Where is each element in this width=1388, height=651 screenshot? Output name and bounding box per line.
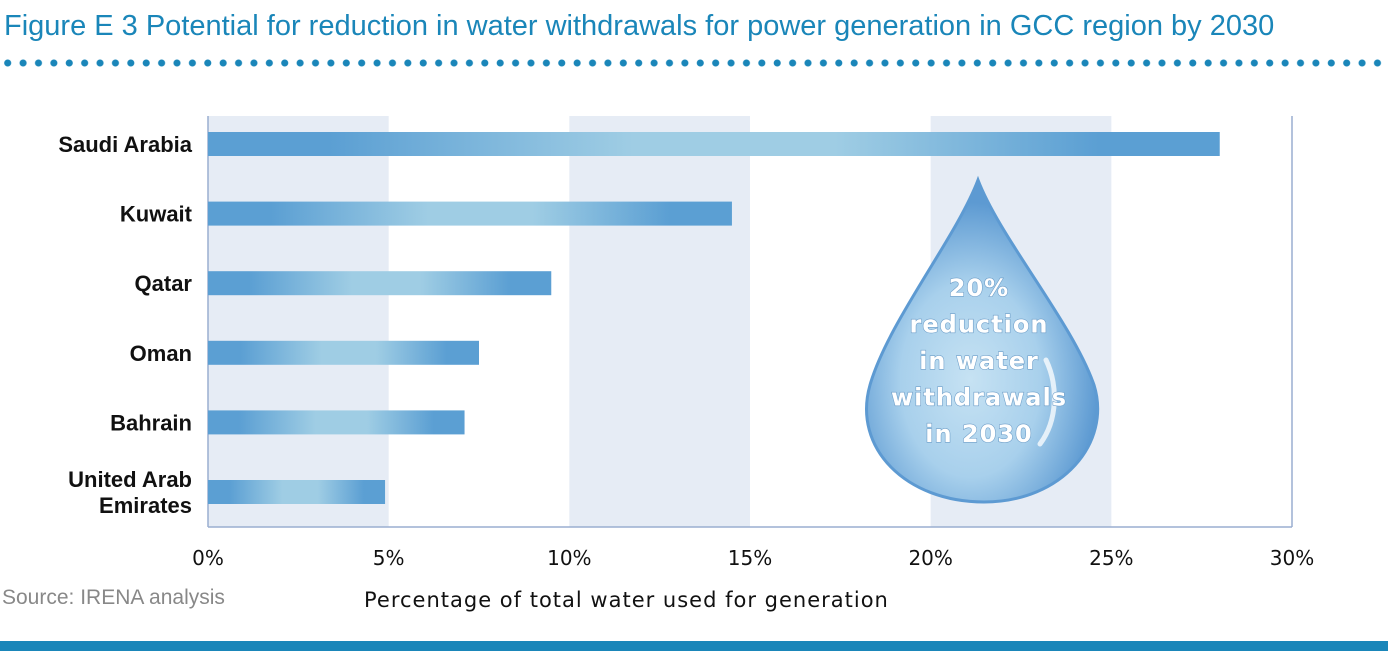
category-label: United Arab xyxy=(68,467,192,492)
dotted-divider xyxy=(0,58,1388,68)
bar-qatar xyxy=(208,271,552,296)
callout-text: in water xyxy=(919,347,1039,375)
bar-kuwait xyxy=(208,201,732,226)
category-label: Bahrain xyxy=(110,410,192,435)
category-label: Emirates xyxy=(99,493,192,518)
grid-band xyxy=(208,116,389,527)
x-tick-label: 20% xyxy=(908,546,952,570)
bottom-rule xyxy=(0,641,1388,651)
callout-text: 20% xyxy=(949,274,1009,302)
figure-title: Figure E 3 Potential for reduction in wa… xyxy=(4,10,1275,42)
x-axis-label: Percentage of total water used for gener… xyxy=(364,588,889,612)
drop-highlight xyxy=(1037,357,1057,447)
bar-bahrain xyxy=(208,410,465,435)
callout-text: in 2030 xyxy=(925,420,1032,448)
x-tick-label: 30% xyxy=(1270,546,1314,570)
x-tick-label: 0% xyxy=(192,546,224,570)
bar-united-arab-emirates xyxy=(208,480,386,504)
x-tick-label: 25% xyxy=(1089,546,1133,570)
category-label: Kuwait xyxy=(120,202,193,227)
bar-saudi-arabia xyxy=(208,132,1220,156)
x-tick-label: 15% xyxy=(728,546,772,570)
x-tick-label: 5% xyxy=(373,546,405,570)
water-drop-icon xyxy=(865,175,1100,504)
bar-oman xyxy=(208,340,479,365)
source-note: Source: IRENA analysis xyxy=(2,586,225,609)
category-label: Saudi Arabia xyxy=(58,132,192,157)
callout-text: withdrawals xyxy=(891,384,1067,412)
x-tick-label: 10% xyxy=(547,546,591,570)
callout-text: reduction xyxy=(910,311,1049,339)
grid-band xyxy=(569,116,750,527)
category-label: Oman xyxy=(130,341,192,366)
category-label: Qatar xyxy=(135,271,193,296)
